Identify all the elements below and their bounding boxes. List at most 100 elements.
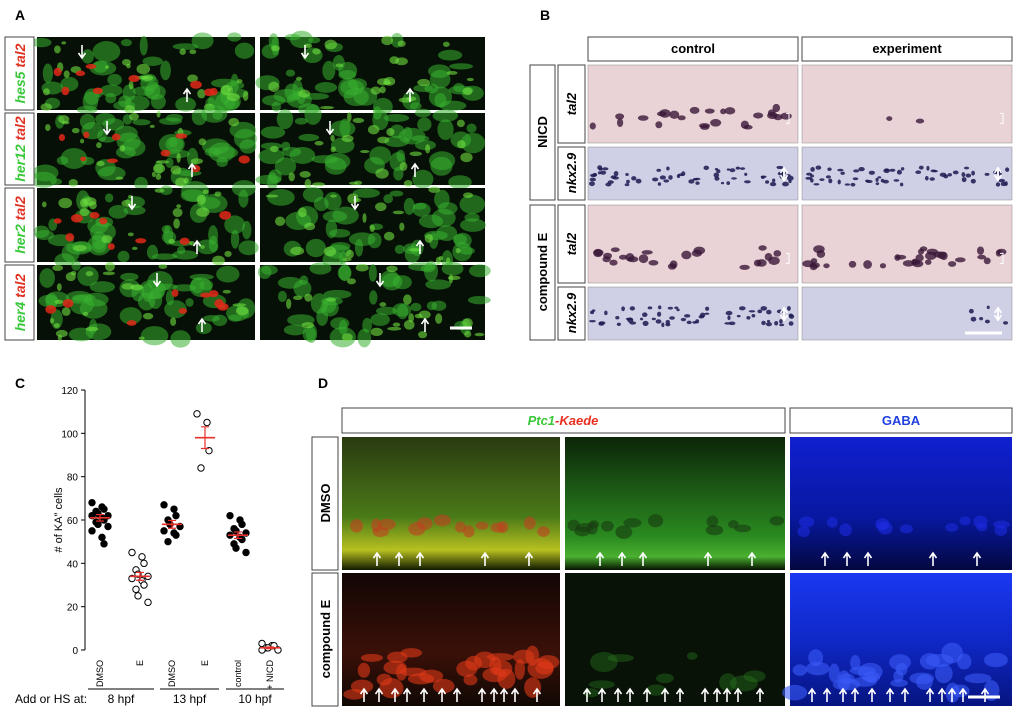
cell [222,289,231,294]
cell [430,156,453,176]
y-tick-label: 40 [67,559,79,570]
cell [615,113,625,120]
cell [840,171,845,175]
cell [375,168,389,179]
cell [663,179,670,183]
arrow [712,687,722,702]
cell [53,218,62,224]
cell [71,214,83,223]
cell [537,526,550,537]
header-green: Ptc1 [528,413,555,428]
cell [648,260,659,266]
cell [635,178,642,184]
cell [589,181,595,187]
cell [142,312,154,320]
cell [424,83,439,94]
label-box [4,187,35,263]
cell [362,213,367,223]
cell [661,322,665,328]
cell [324,39,338,50]
cell [372,110,389,131]
cell [176,204,182,209]
arrow [437,687,447,702]
row-label: compound E [318,599,333,678]
cell [986,305,990,310]
micrograph [801,286,1013,341]
cell [108,205,129,219]
cell [590,173,597,178]
cell [948,261,957,267]
cell [330,194,337,198]
cell [583,688,600,698]
cell [669,316,675,320]
panel-label: C [15,375,25,391]
cell [462,87,473,96]
cell [92,87,103,95]
cell [285,69,296,77]
cell [602,256,611,263]
cell [164,300,187,319]
row-label: NICD [535,116,550,148]
marker: tal2 [12,196,28,220]
cell [355,263,369,272]
cell [900,167,905,171]
cell [828,663,840,683]
cell [590,651,618,672]
arrow [415,551,425,566]
cell [983,257,991,265]
cell [886,116,893,121]
arrow [197,317,207,332]
cell [961,172,966,178]
cell [676,308,680,312]
row-label: hes5 tal2 [12,43,28,103]
header-box [789,407,1013,434]
cell [463,525,475,538]
cell [776,165,784,170]
cell [915,170,922,174]
cell [348,232,376,247]
cell [227,32,242,42]
cell [303,43,313,49]
cell [370,86,381,95]
arrow [489,687,499,702]
cell [392,210,405,215]
arrow [582,687,592,702]
cell [965,173,972,178]
arrow [937,687,947,702]
cell [45,305,57,314]
cell [92,41,121,62]
cell [338,69,357,80]
cell [964,673,992,684]
cell [370,327,383,337]
cell [984,319,990,324]
cell [689,106,700,114]
cell [615,525,633,539]
cell [456,660,478,678]
cell [695,181,700,185]
cell [844,183,850,186]
cell [766,319,771,323]
cell [720,181,725,185]
arrow [410,162,420,177]
cell [680,317,687,322]
y-tick-label: 120 [61,386,78,397]
data-point [226,511,234,520]
cell [774,320,779,326]
cell [600,170,607,175]
cell [971,170,975,176]
cell [208,290,219,298]
cell [346,278,356,285]
cell [429,69,451,89]
cell [131,246,138,251]
arrow [182,87,192,102]
marker: tal2 [12,43,28,67]
cell [302,186,324,203]
cell [983,652,1008,668]
cell [140,326,169,346]
arrow [925,687,935,702]
cell [642,312,648,318]
cell [769,181,777,187]
cell [350,679,374,694]
cell [779,319,783,324]
